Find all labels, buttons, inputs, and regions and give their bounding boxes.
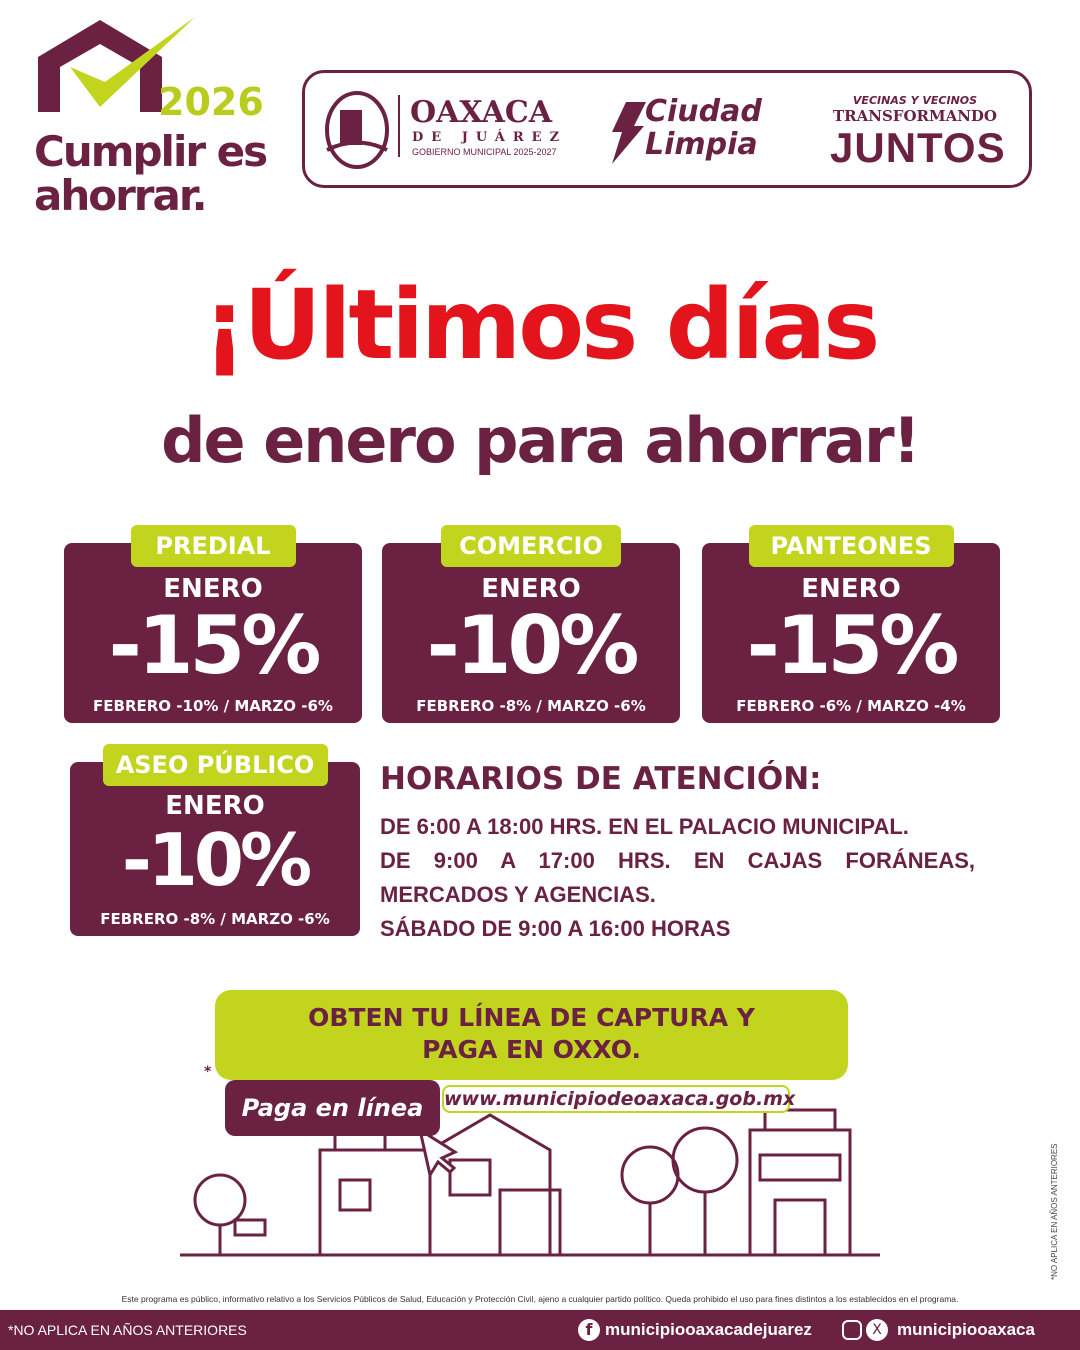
pay-online-button[interactable]: Paga en línea xyxy=(225,1080,440,1136)
header-logos-box xyxy=(302,70,1032,188)
card-tab: COMERCIO xyxy=(441,525,621,567)
divider xyxy=(398,95,400,157)
logo-year: 2026 xyxy=(158,80,264,124)
x-icon[interactable]: X xyxy=(866,1319,888,1341)
discount-card-0: PREDIAL ENERO -15% FEBRERO -10% / MARZO … xyxy=(64,525,362,723)
oaxaca-coat-of-arms-icon xyxy=(325,91,389,169)
instagram-x-handle[interactable]: municipiooaxaca xyxy=(897,1320,1035,1339)
hours-list: DE 6:00 A 18:00 HRS. EN EL PALACIO MUNIC… xyxy=(380,814,975,941)
card-month: ENERO xyxy=(163,574,263,604)
cta-banner: OBTEN TU LÍNEA DE CAPTURA Y PAGA EN OXXO. xyxy=(215,990,848,1080)
card-discount: -10% xyxy=(121,818,312,902)
card-details: FEBRERO -10% / MARZO -6% xyxy=(93,697,333,715)
transformando-text: TRANSFORMANDO xyxy=(832,107,998,125)
discount-card-2: PANTEONES ENERO -15% FEBRERO -6% / MARZO… xyxy=(702,525,1000,723)
house-check-logo-icon xyxy=(38,17,195,112)
vecinos-text: VECINAS Y VECINOS xyxy=(852,94,978,107)
card-month: ENERO xyxy=(481,574,581,604)
card-discount: -15% xyxy=(746,599,960,692)
card-discount: -15% xyxy=(108,599,322,692)
card-details: FEBRERO -6% / MARZO -4% xyxy=(736,697,966,715)
hours-title: HORARIOS DE ATENCIÓN: xyxy=(380,761,822,797)
card-discount: -10% xyxy=(426,599,640,692)
disclaimer: Este programa es público, informativo re… xyxy=(121,1294,959,1304)
gobierno-text: GOBIERNO MUNICIPAL 2025-2027 xyxy=(412,147,557,157)
vertical-note: *NO APLICA EN AÑOS ANTERIORES xyxy=(1050,1143,1059,1281)
card-details: FEBRERO -8% / MARZO -6% xyxy=(100,910,330,928)
card-details: FEBRERO -8% / MARZO -6% xyxy=(416,697,646,715)
de-juarez-text: DE JUÁREZ xyxy=(412,130,568,145)
card-tab: ASEO PÚBLICO xyxy=(102,744,328,786)
footer-bar: *NO APLICA EN AÑOS ANTERIORES f municipi… xyxy=(0,1310,1080,1350)
lightning-icon xyxy=(612,102,646,164)
card-month: ENERO xyxy=(801,574,901,604)
website-link[interactable]: www.municipiodeoaxaca.gob.mx xyxy=(442,1085,795,1113)
houses-illustration xyxy=(180,1108,880,1257)
logo-slogan: Cumplir es ahorrar. xyxy=(34,127,268,220)
facebook-handle[interactable]: municipiooaxacadejuarez xyxy=(605,1320,812,1339)
card-tab: PANTEONES xyxy=(748,525,954,567)
instagram-icon[interactable] xyxy=(842,1320,862,1340)
subheadline: de enero para ahorrar! xyxy=(161,404,921,477)
headline: ¡Últimos días xyxy=(202,269,881,381)
asterisk: * xyxy=(204,1064,212,1080)
card-month: ENERO xyxy=(165,791,265,821)
discount-card-1: COMERCIO ENERO -10% FEBRERO -8% / MARZO … xyxy=(382,525,680,723)
juntos-text: JUNTOS xyxy=(830,124,1006,171)
discount-card-3: ASEO PÚBLICO ENERO -10% FEBRERO -8% / MA… xyxy=(70,744,360,936)
ciudad-limpia-logo: Ciudad Limpia xyxy=(645,94,762,162)
facebook-icon[interactable]: f xyxy=(578,1319,600,1341)
card-tab: PREDIAL xyxy=(130,525,296,567)
oaxaca-logo-text: OAXACA xyxy=(410,95,553,130)
footer-note: *NO APLICA EN AÑOS ANTERIORES xyxy=(8,1322,247,1338)
